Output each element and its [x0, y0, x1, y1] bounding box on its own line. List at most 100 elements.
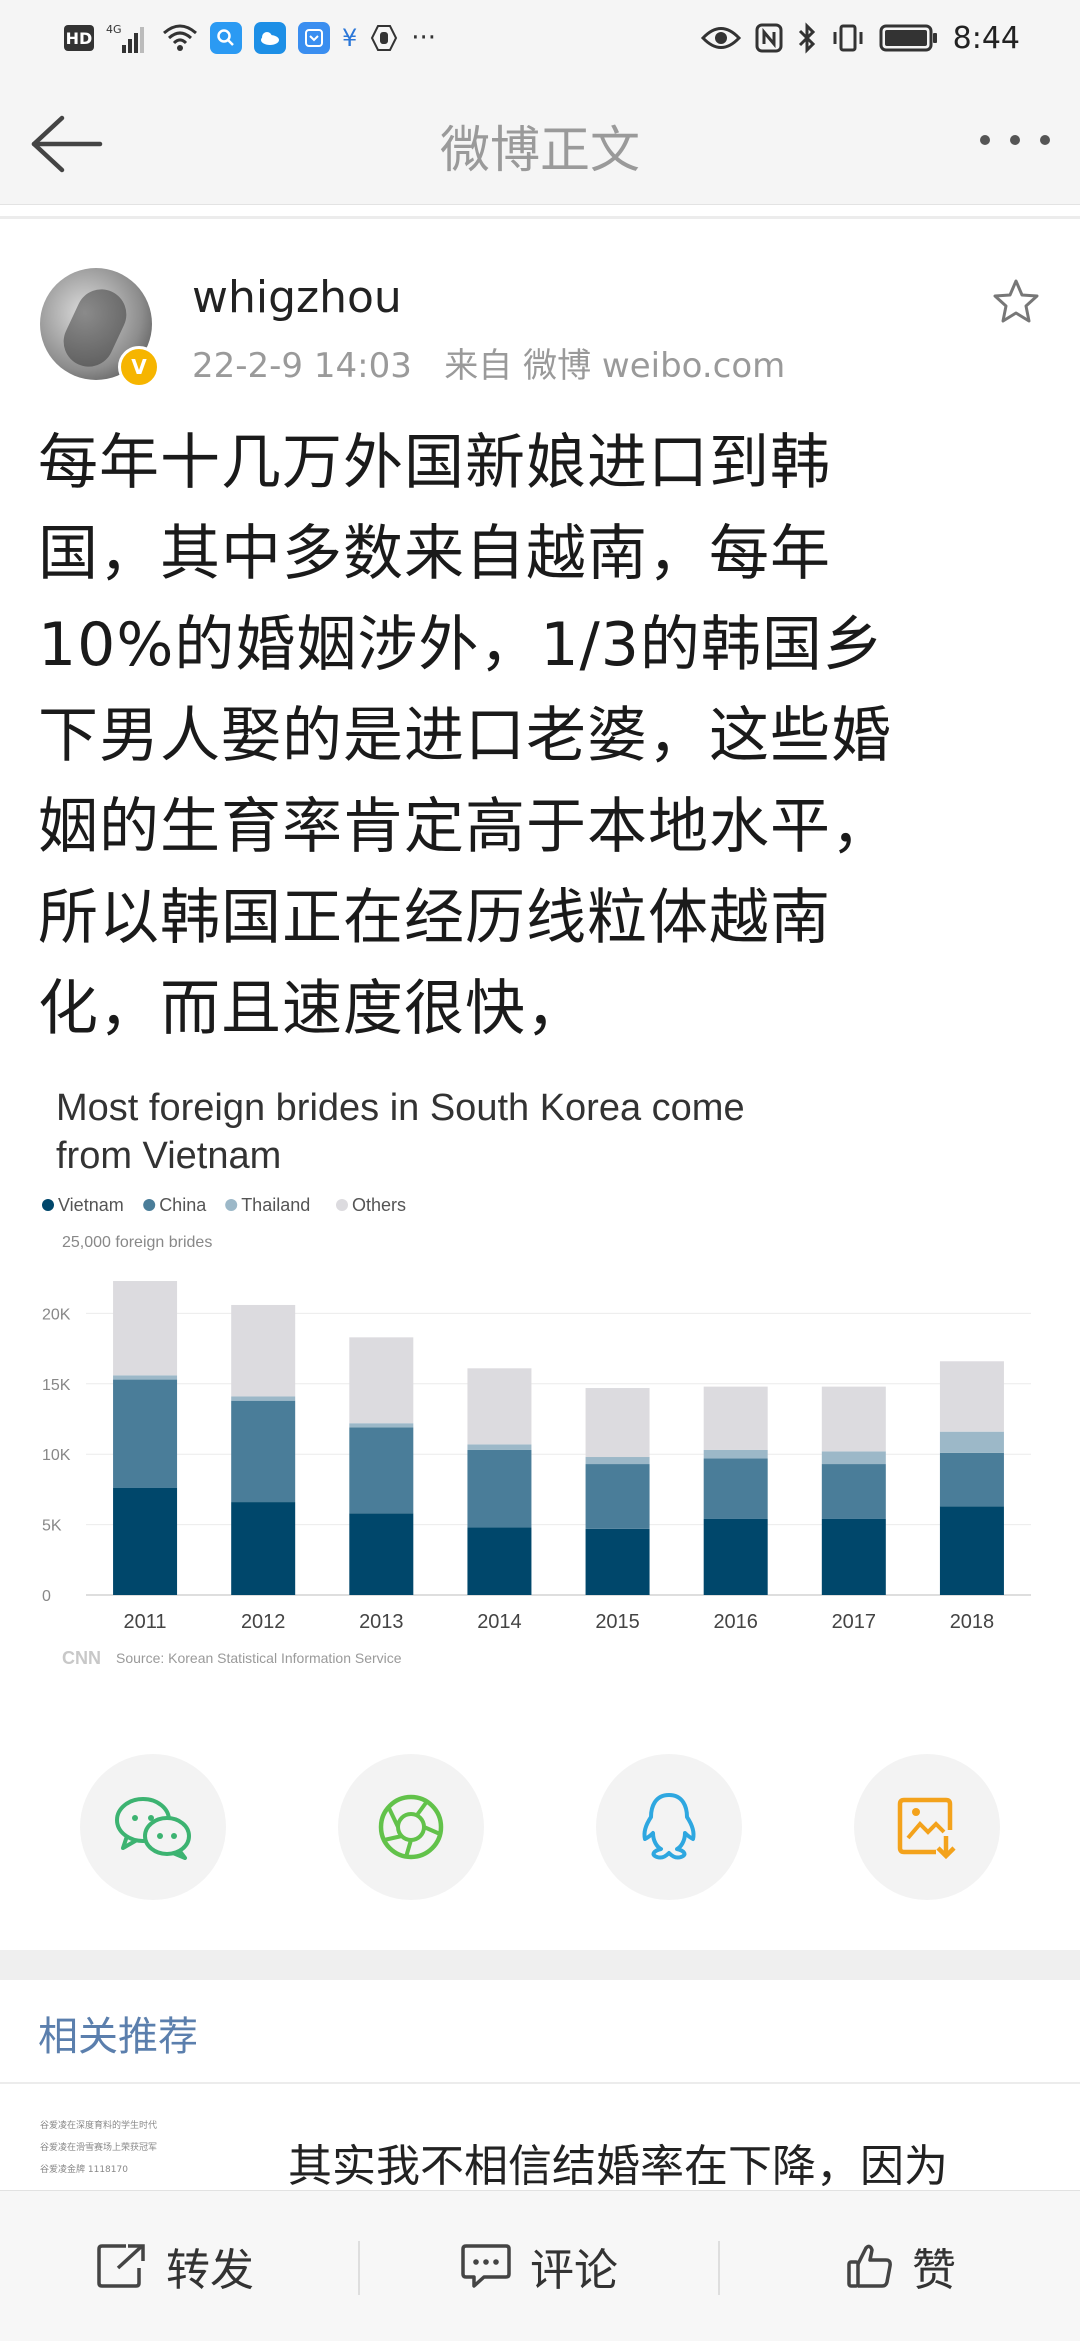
bar-segment-others [939, 1361, 1004, 1432]
y-tick-label: 0 [42, 1588, 51, 1605]
repost-label: 转发 [166, 2245, 254, 2296]
legend-marker [42, 1199, 54, 1211]
y-tick-label: 10K [42, 1447, 71, 1464]
bar-segment-vietnam [349, 1513, 414, 1595]
thumb-line: 谷爱凌在滑雪赛场上荣获冠军 [40, 2143, 158, 2153]
bar-segment-thailand [113, 1375, 178, 1380]
legend-marker [336, 1199, 348, 1211]
chart-bars [113, 1281, 1004, 1595]
y-tick-label: 5K [42, 1518, 62, 1535]
post-text-line: 所以韩国正在经历线粒体越南 [38, 883, 831, 953]
legend-marker [143, 1199, 156, 1211]
shop-app-icon: ¥ [342, 24, 358, 52]
post-meta: 22-2-9 14:03 来自 微博 weibo.com [192, 346, 786, 386]
bar-segment-vietnam [585, 1528, 650, 1595]
bar-segment-thailand [349, 1423, 414, 1428]
repost-button[interactable]: 转发 [96, 2191, 254, 2341]
comment-icon [461, 2244, 511, 2288]
post-text-line: 每年十几万外国新娘进口到韩 [38, 428, 831, 498]
bar-segment-china [467, 1449, 532, 1528]
nfc-icon [755, 23, 783, 53]
bar-segment-china [821, 1464, 886, 1519]
post-text-line: 化，而且速度很快， [38, 974, 587, 1044]
more-dot-icon [1040, 135, 1050, 145]
related-section-title: 相关推荐 [38, 2014, 198, 2060]
bar-segment-china [939, 1452, 1004, 1507]
post-text-line: 国，其中多数来自越南，每年 [38, 519, 831, 589]
like-button[interactable]: 赞 [846, 2191, 956, 2341]
bar-segment-vietnam [703, 1518, 768, 1595]
username[interactable]: whigzhou [192, 272, 402, 323]
legend-label: Others [352, 1195, 406, 1215]
hand-app-icon [369, 23, 399, 53]
x-tick-label: 2017 [832, 1611, 877, 1633]
related-divider [0, 2082, 1080, 2084]
thumb-line: 谷爱凌金牌 1118170 [40, 2165, 128, 2175]
x-tick-label: 2015 [595, 1611, 640, 1633]
bar-segment-china [585, 1464, 650, 1529]
post-text: 每年十几万外国新娘进口到韩 国，其中多数来自越南，每年 10%的婚姻涉外，1/3… [38, 418, 1048, 1055]
network-type: 4G [106, 23, 122, 36]
legend-label: Vietnam [58, 1195, 124, 1215]
bar-segment-thailand [939, 1431, 1004, 1453]
chart-title-line2: from Vietnam [56, 1135, 281, 1177]
weather-app-icon [254, 22, 286, 54]
bar-segment-others [703, 1386, 768, 1450]
bar-segment-others [349, 1337, 414, 1424]
bar-segment-thailand [821, 1451, 886, 1465]
comment-button[interactable]: 评论 [460, 2191, 618, 2341]
battery-icon [879, 23, 939, 53]
legend-marker [225, 1199, 238, 1211]
bar-segment-china [703, 1458, 768, 1519]
chart-title-line1: Most foreign brides in South Korea come [56, 1087, 745, 1129]
share-moments-button[interactable] [338, 1754, 484, 1900]
bar-segment-vietnam [467, 1527, 532, 1595]
related-item-text[interactable]: 其实我不相信结婚率在下降，因为 [288, 2141, 948, 2192]
verified-badge-icon: V [118, 346, 160, 388]
bar-segment-thailand [467, 1444, 532, 1450]
bottom-action-bar: 转发 评论 赞 [0, 2190, 1080, 2341]
chart-legend: Vietnam China Thailand Others [42, 1195, 406, 1215]
share-wechat-button[interactable] [80, 1754, 226, 1900]
wechat-icon [115, 1797, 191, 1860]
qq-icon [642, 1793, 696, 1860]
wifi-icon [162, 23, 198, 53]
cnn-logo: CNN [62, 1648, 101, 1668]
app-header: 微博正文 [0, 74, 1080, 205]
post-image-chart[interactable]: Most foreign brides in South Korea come … [36, 1080, 1046, 1680]
y-tick-label: 20K [42, 1306, 71, 1323]
save-image-icon [897, 1797, 956, 1860]
repost-icon [97, 2244, 145, 2288]
like-label: 赞 [912, 2245, 956, 2296]
back-button[interactable] [28, 114, 104, 174]
hd-icon: HD [64, 25, 94, 51]
bottom-separator [358, 2241, 360, 2295]
comment-label: 评论 [530, 2245, 618, 2296]
browser-app-icon [298, 22, 330, 54]
x-tick-label: 2014 [477, 1611, 522, 1633]
bar-segment-others [585, 1388, 650, 1458]
thumb-line: 谷爱凌在深度育料的学生时代 [40, 2121, 158, 2131]
bar-segment-others [467, 1368, 532, 1445]
bar-segment-others [231, 1304, 296, 1397]
page-title: 微博正文 [440, 121, 640, 179]
chart-x-labels: 2011 2012 2013 2014 2015 2016 2017 2018 [124, 1611, 995, 1633]
star-icon [993, 279, 1039, 323]
status-bar: HD 4G ¥ ··· [0, 0, 1080, 74]
bar-segment-china [349, 1427, 414, 1514]
eye-comfort-icon [700, 25, 741, 51]
signal-icon: 4G [106, 21, 150, 55]
share-qq-button[interactable] [596, 1754, 742, 1900]
bar-segment-vietnam [113, 1487, 178, 1595]
header-divider [0, 216, 1080, 219]
x-tick-label: 2012 [241, 1611, 286, 1633]
section-divider [0, 1950, 1080, 1980]
stacked-bar-chart: Most foreign brides in South Korea come … [42, 1087, 1031, 1668]
save-image-button[interactable] [854, 1754, 1000, 1900]
x-tick-label: 2018 [950, 1611, 995, 1633]
bottom-separator [718, 2241, 720, 2295]
favorite-star-button[interactable] [990, 276, 1042, 328]
bar-segment-thailand [585, 1457, 650, 1465]
search-app-icon [210, 22, 242, 54]
more-options-button[interactable] [980, 120, 1050, 160]
